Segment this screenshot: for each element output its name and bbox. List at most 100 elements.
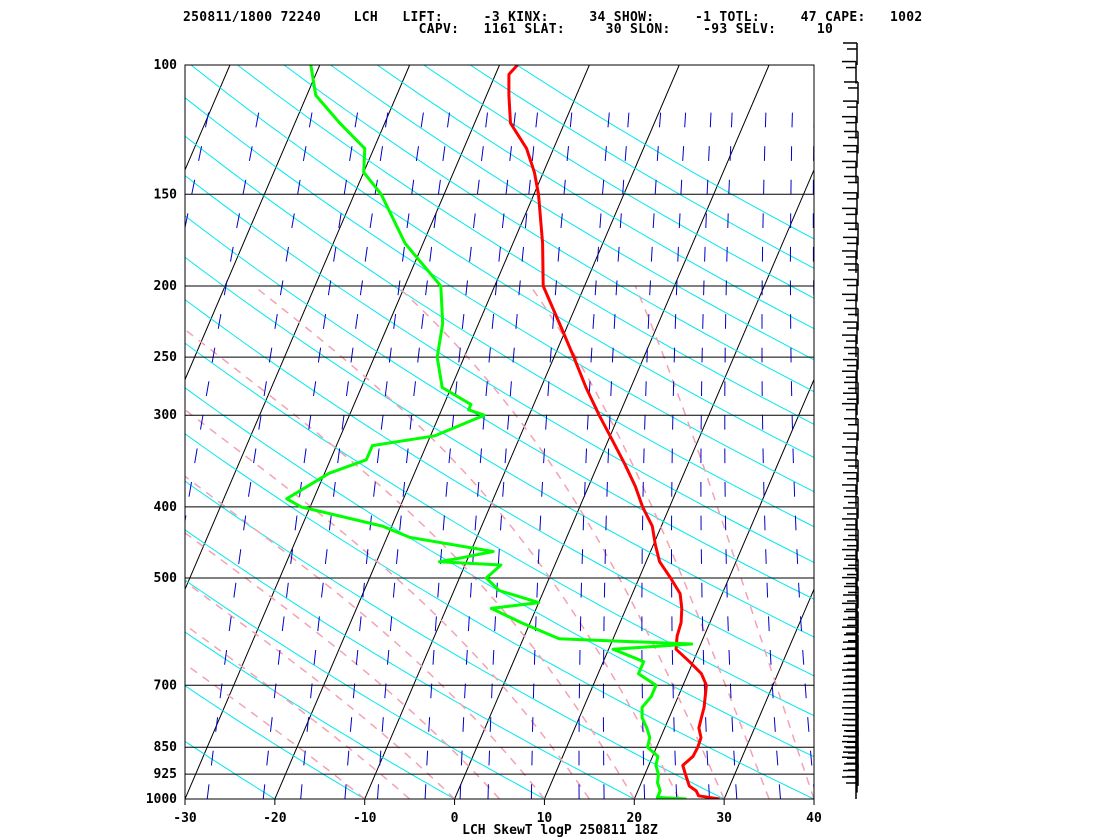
mixing-ratio-segment: [764, 112, 767, 128]
mixing-ratio-segment: [354, 112, 358, 128]
mixing-ratio-segment: [333, 246, 337, 262]
mixing-ratio-segment: [274, 314, 278, 329]
mixing-ratio-segment: [162, 650, 164, 665]
mixing-ratio-segment: [396, 549, 399, 564]
mixing-ratio-segment: [608, 414, 611, 430]
mixing-ratio-segment: [539, 515, 542, 531]
sounding-profiles: [285, 65, 720, 799]
mixing-ratio-segment: [674, 314, 677, 329]
mixing-ratio-segment: [643, 784, 646, 799]
pressure-tick-label: 250: [154, 350, 178, 365]
mixing-ratio-segment: [512, 347, 515, 363]
mixing-ratio-segment: [258, 414, 262, 430]
mixing-ratio-segment: [421, 314, 424, 329]
mixing-ratio-segment: [248, 481, 252, 497]
mixing-ratio-segment: [303, 750, 306, 766]
mixing-ratio-segment: [485, 381, 488, 397]
mixing-ratio-segment: [597, 246, 599, 262]
mixing-ratio-segment: [121, 549, 124, 564]
mixing-ratio-segment: [485, 112, 488, 128]
mixing-ratio-segment: [509, 146, 512, 161]
mixing-ratio-segment: [465, 649, 468, 665]
mixing-ratio-segment: [242, 179, 247, 195]
mixing-ratio-segment: [281, 616, 285, 632]
mixing-ratio-segment: [477, 481, 480, 497]
mixing-ratio-segment: [460, 750, 463, 766]
mixing-ratio-segment: [807, 717, 810, 732]
mixing-ratio-segment: [705, 213, 707, 229]
temperature-tick-label: 20: [626, 811, 642, 826]
mixing-ratio-segment: [350, 347, 354, 363]
mixing-ratio-segment: [300, 784, 303, 799]
mixing-ratio-segment: [224, 649, 228, 665]
mixing-ratio-segment: [765, 549, 767, 564]
mixing-ratio-segment: [617, 246, 620, 262]
mixing-ratio-segment: [442, 146, 446, 161]
mixing-ratio-segment: [381, 717, 384, 732]
isotherm-line: [364, 65, 680, 799]
mixing-ratio-segment: [347, 750, 350, 766]
mixing-ratio-segment: [454, 381, 458, 397]
mixing-ratio-segment: [433, 213, 437, 229]
mixing-ratio-segment: [794, 515, 797, 531]
mixing-ratio-segment: [535, 112, 538, 128]
mixing-ratio-segment: [545, 414, 548, 430]
mixing-ratio-segment: [586, 414, 589, 430]
dry-adiabat-line: [185, 740, 276, 799]
mixing-ratio-segment: [607, 448, 610, 464]
moist-adiabat-line: [185, 408, 591, 799]
mixing-ratio-segment: [322, 314, 327, 329]
mixing-ratio-segment: [273, 683, 277, 699]
mixing-ratio-segment: [706, 179, 709, 195]
mixing-ratio-segment: [426, 750, 429, 766]
mixing-ratio-segment: [768, 616, 770, 632]
pressure-tick-label: 925: [154, 767, 177, 782]
mixing-ratio-segment: [377, 784, 379, 799]
mixing-ratio-segment: [343, 179, 347, 195]
mixing-ratio-segment: [437, 582, 440, 598]
mixing-ratio-segment: [470, 582, 472, 598]
mixing-ratio-segment: [524, 213, 528, 229]
mixing-ratio-segment: [488, 750, 490, 766]
mixing-ratio-segment: [142, 784, 144, 799]
mixing-ratio-segment: [731, 112, 733, 128]
mixing-ratio-segment: [191, 179, 196, 195]
mixing-ratio-segment: [465, 280, 468, 296]
moist-adiabat-line: [185, 328, 635, 799]
mixing-ratio-segment: [262, 784, 266, 799]
mixing-ratio-segment: [432, 649, 435, 665]
mixing-ratio-segment: [513, 112, 516, 128]
mixing-ratio-segment: [492, 649, 495, 665]
mixing-ratio-segment: [205, 112, 210, 128]
mixing-ratio-segment: [392, 582, 396, 598]
mixing-ratio-segment: [552, 314, 555, 329]
mixing-ratio-segment: [491, 314, 495, 329]
mixing-ratio-segment: [497, 549, 500, 564]
mixing-ratio-segment: [115, 583, 118, 598]
mixing-ratio-segment: [644, 414, 646, 430]
mixing-ratio-segment: [313, 649, 317, 665]
mixing-ratio-segment: [384, 381, 388, 397]
isobars: [185, 64, 814, 800]
mixing-ratio-segment: [359, 280, 363, 296]
chart-title: LCH SkewT logP 250811 18Z: [462, 823, 658, 838]
mixing-ratio-segment: [554, 280, 557, 296]
mixing-ratio-segment: [607, 112, 610, 128]
mixing-ratio-segment: [798, 582, 800, 598]
mixing-ratio-segment: [599, 213, 602, 229]
mixing-ratio-segment: [397, 280, 401, 296]
mixing-ratio-segment: [324, 549, 328, 564]
mixing-ratio-segment: [109, 616, 112, 631]
mixing-ratio-segment: [420, 112, 424, 128]
isotherm-line: [185, 65, 500, 799]
mixing-ratio-segment: [769, 649, 772, 665]
mixing-ratio-segment: [771, 683, 774, 699]
mixing-ratio-segment: [178, 247, 181, 262]
temperature-tick-label: -20: [263, 811, 287, 826]
mixing-ratio-segment: [708, 146, 710, 161]
mixing-ratio-segment: [86, 751, 89, 766]
isotherm-line: [0, 65, 140, 799]
mixing-ratio-segment: [796, 549, 799, 564]
mixing-ratio-segment: [127, 516, 130, 531]
